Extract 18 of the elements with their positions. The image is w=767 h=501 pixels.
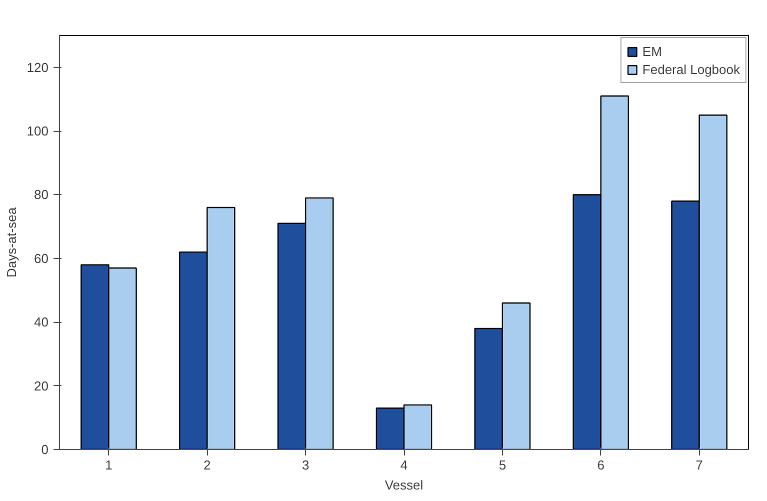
y-tick-label: 60 [34, 250, 49, 266]
y-tick-label: 80 [34, 187, 49, 202]
x-tick-label: 5 [498, 458, 506, 472]
y-tick-label: 100 [26, 124, 49, 139]
x-tick-label: 1 [105, 458, 112, 472]
x-tick-label: 7 [696, 458, 703, 472]
x-tick-label: 6 [597, 458, 604, 472]
y-axis-title: Days-at-sea [4, 206, 19, 278]
x-tick-label: 3 [302, 458, 310, 472]
x-tick-label: 4 [400, 458, 408, 472]
x-tick-label: 2 [204, 458, 211, 472]
y-tick-label: 20 [34, 378, 49, 394]
legend-label: EM [642, 43, 662, 59]
y-tick-label: 40 [34, 314, 49, 330]
y-tick-label: 0 [41, 442, 49, 457]
legend-label: Federal Logbook [642, 61, 740, 77]
y-tick-label: 120 [26, 60, 49, 75]
x-axis-title: Vessel [384, 478, 424, 492]
